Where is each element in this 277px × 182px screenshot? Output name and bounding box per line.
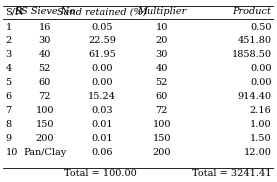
Text: 1: 1 xyxy=(6,23,12,31)
Text: BS Sieve No: BS Sieve No xyxy=(14,7,75,16)
Text: 1.50: 1.50 xyxy=(250,134,271,143)
Text: 60: 60 xyxy=(155,92,168,101)
Text: 5: 5 xyxy=(6,78,12,87)
Text: 0.00: 0.00 xyxy=(91,64,113,73)
Text: 0.05: 0.05 xyxy=(91,23,113,31)
Text: 0.00: 0.00 xyxy=(250,78,271,87)
Text: 200: 200 xyxy=(36,134,54,143)
Text: 200: 200 xyxy=(152,148,171,157)
Text: 0.03: 0.03 xyxy=(91,106,113,115)
Text: 52: 52 xyxy=(155,78,168,87)
Text: 150: 150 xyxy=(152,134,171,143)
Text: 61.95: 61.95 xyxy=(88,50,116,60)
Text: 2.16: 2.16 xyxy=(250,106,271,115)
Text: 0.00: 0.00 xyxy=(91,78,113,87)
Text: 2: 2 xyxy=(6,36,12,46)
Text: Total = 3241.41: Total = 3241.41 xyxy=(192,169,271,179)
Text: 4: 4 xyxy=(6,64,12,73)
Text: 7: 7 xyxy=(6,106,12,115)
Text: 72: 72 xyxy=(155,106,168,115)
Text: 15.24: 15.24 xyxy=(88,92,116,101)
Text: Sand retained (%): Sand retained (%) xyxy=(57,7,147,16)
Text: 3: 3 xyxy=(6,50,12,60)
Text: 10: 10 xyxy=(6,148,18,157)
Text: 8: 8 xyxy=(6,120,12,129)
Text: Product: Product xyxy=(233,7,271,16)
Text: 1858.50: 1858.50 xyxy=(232,50,271,60)
Text: 0.06: 0.06 xyxy=(91,148,113,157)
Text: 12.00: 12.00 xyxy=(244,148,271,157)
Text: 30: 30 xyxy=(155,50,168,60)
Text: 0.50: 0.50 xyxy=(250,23,271,31)
Text: Multiplier: Multiplier xyxy=(137,7,186,16)
Text: 0.01: 0.01 xyxy=(91,120,113,129)
Text: Total = 100.00: Total = 100.00 xyxy=(64,169,137,179)
Text: 60: 60 xyxy=(39,78,51,87)
Text: 100: 100 xyxy=(152,120,171,129)
Text: 30: 30 xyxy=(39,36,51,46)
Text: 150: 150 xyxy=(36,120,54,129)
Text: S/N: S/N xyxy=(6,7,24,16)
Text: 0.00: 0.00 xyxy=(250,64,271,73)
Text: 914.40: 914.40 xyxy=(237,92,271,101)
Text: 72: 72 xyxy=(39,92,51,101)
Text: 1.00: 1.00 xyxy=(250,120,271,129)
Text: 0.01: 0.01 xyxy=(91,134,113,143)
Text: Pan/Clay: Pan/Clay xyxy=(23,148,66,157)
Text: 16: 16 xyxy=(39,23,51,31)
Text: 10: 10 xyxy=(155,23,168,31)
Text: 100: 100 xyxy=(36,106,54,115)
Text: 20: 20 xyxy=(155,36,168,46)
Text: 52: 52 xyxy=(39,64,51,73)
Text: 451.80: 451.80 xyxy=(237,36,271,46)
Text: 22.59: 22.59 xyxy=(88,36,116,46)
Text: 6: 6 xyxy=(6,92,12,101)
Text: 9: 9 xyxy=(6,134,12,143)
Text: 40: 40 xyxy=(155,64,168,73)
Text: 40: 40 xyxy=(39,50,51,60)
